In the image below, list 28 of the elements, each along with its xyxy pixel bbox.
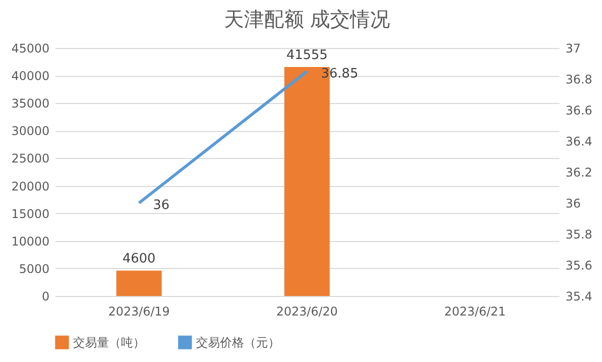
y2-tick-label: 37 <box>566 42 581 56</box>
chart-title: 天津配额 成交情况 <box>224 7 390 31</box>
y2-tick-label: 36.4 <box>566 134 592 148</box>
y-tick-label: 30000 <box>11 124 50 138</box>
y-tick-label: 45000 <box>11 42 50 56</box>
y-tick-label: 10000 <box>11 234 50 248</box>
y-tick-label: 25000 <box>11 152 50 166</box>
y-tick-label: 15000 <box>11 206 50 221</box>
x-tick-label: 2023/6/21 <box>444 304 506 318</box>
y2-tick-label: 36 <box>566 196 581 210</box>
y2-tick-label: 35.4 <box>566 290 592 304</box>
y2-tick-label: 35.6 <box>566 258 592 272</box>
x-tick-label: 2023/6/19 <box>108 304 170 318</box>
data-label: 36 <box>153 198 170 213</box>
x-tick-label: 2023/6/20 <box>276 304 338 318</box>
y2-tick-label: 36.2 <box>566 166 592 180</box>
y2-tick-label: 36.6 <box>566 104 592 118</box>
y-tick-label: 0 <box>42 290 50 304</box>
legend-label: 交易价格（元） <box>196 335 280 350</box>
y-tick-label: 35000 <box>11 96 50 111</box>
y-tick-label: 20000 <box>11 179 50 194</box>
y2-tick-label: 36.8 <box>566 72 592 86</box>
legend-label: 交易量（吨） <box>73 335 145 350</box>
data-label: 41555 <box>286 48 328 63</box>
y-tick-label: 40000 <box>11 69 50 84</box>
y-tick-label: 5000 <box>18 262 50 276</box>
y2-tick-label: 35.8 <box>566 228 592 242</box>
data-label: 4600 <box>122 252 156 267</box>
